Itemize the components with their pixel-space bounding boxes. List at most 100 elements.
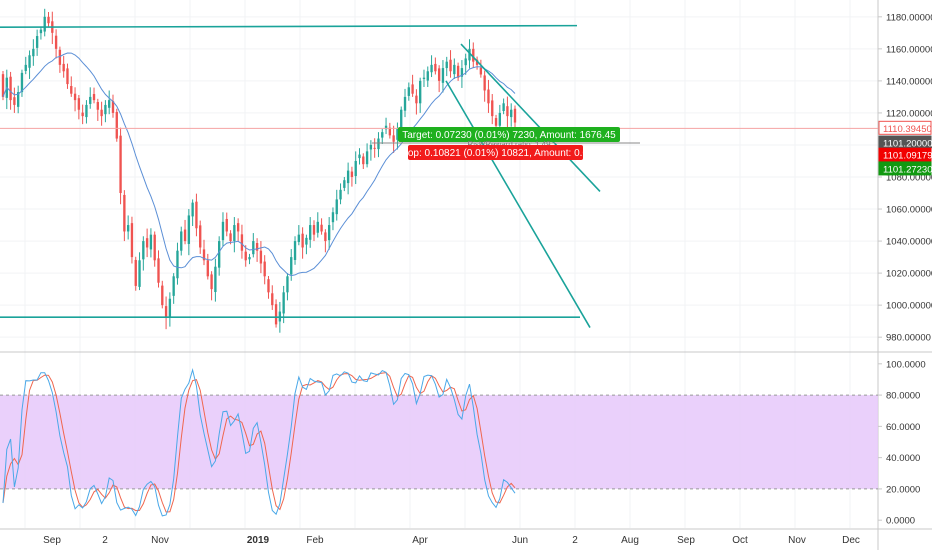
- candle[interactable]: [32, 39, 35, 66]
- candle[interactable]: [441, 60, 445, 93]
- candle[interactable]: [365, 143, 369, 168]
- candle[interactable]: [119, 127, 122, 205]
- candle[interactable]: [221, 212, 225, 247]
- candle[interactable]: [422, 69, 426, 87]
- candle[interactable]: [225, 212, 228, 237]
- candle[interactable]: [115, 108, 118, 142]
- candle[interactable]: [172, 273, 175, 304]
- candle[interactable]: [100, 101, 103, 126]
- candle[interactable]: [267, 275, 270, 299]
- candle[interactable]: [66, 63, 69, 89]
- candle[interactable]: [77, 94, 81, 120]
- candle[interactable]: [430, 55, 433, 78]
- candle[interactable]: [35, 29, 39, 56]
- candle[interactable]: [233, 217, 236, 253]
- candle[interactable]: [240, 224, 244, 259]
- candle[interactable]: [206, 253, 209, 280]
- candle[interactable]: [411, 74, 414, 97]
- candle[interactable]: [324, 229, 327, 253]
- stop-label-box[interactable]: [408, 145, 583, 160]
- candles[interactable]: [1, 8, 517, 333]
- candle[interactable]: [362, 153, 365, 169]
- candle[interactable]: [81, 104, 84, 125]
- candle[interactable]: [392, 125, 395, 153]
- moving-average-line[interactable]: [2, 52, 516, 277]
- candle[interactable]: [479, 59, 483, 78]
- candle[interactable]: [286, 273, 289, 301]
- candle[interactable]: [502, 98, 505, 115]
- candle[interactable]: [460, 60, 464, 88]
- candle[interactable]: [491, 94, 494, 125]
- target-label-box[interactable]: [398, 127, 620, 142]
- candle[interactable]: [506, 96, 509, 128]
- candle[interactable]: [236, 218, 240, 242]
- candle[interactable]: [164, 296, 168, 330]
- candle[interactable]: [248, 253, 251, 265]
- candle[interactable]: [464, 53, 467, 75]
- candle[interactable]: [449, 50, 452, 78]
- candle[interactable]: [126, 215, 130, 240]
- candle[interactable]: [301, 227, 304, 259]
- candle[interactable]: [28, 50, 31, 79]
- candle[interactable]: [354, 151, 357, 185]
- candle[interactable]: [369, 140, 373, 161]
- candle[interactable]: [384, 117, 388, 135]
- candle[interactable]: [202, 239, 206, 266]
- candle[interactable]: [498, 104, 502, 131]
- candle[interactable]: [396, 122, 399, 150]
- candle[interactable]: [218, 236, 221, 276]
- candle[interactable]: [373, 138, 376, 158]
- candle[interactable]: [39, 26, 43, 40]
- candle[interactable]: [434, 57, 437, 75]
- candle[interactable]: [47, 12, 50, 27]
- candle[interactable]: [149, 228, 153, 258]
- candle[interactable]: [335, 189, 338, 221]
- candle[interactable]: [43, 8, 46, 37]
- candle[interactable]: [104, 100, 107, 123]
- candle[interactable]: [259, 241, 263, 274]
- candle[interactable]: [320, 218, 323, 235]
- candle[interactable]: [180, 226, 183, 256]
- candle[interactable]: [510, 103, 513, 127]
- trend-line-upper[interactable]: [460, 43, 601, 192]
- candle[interactable]: [343, 177, 346, 192]
- candle[interactable]: [161, 280, 164, 309]
- candle[interactable]: [456, 62, 460, 81]
- candle[interactable]: [437, 65, 441, 93]
- candle[interactable]: [13, 87, 16, 113]
- candle[interactable]: [297, 225, 300, 246]
- candle[interactable]: [20, 69, 24, 97]
- candle[interactable]: [92, 87, 96, 104]
- trend-line-lower[interactable]: [445, 80, 591, 328]
- candle[interactable]: [445, 56, 448, 77]
- candle[interactable]: [195, 193, 198, 237]
- candle[interactable]: [312, 220, 316, 242]
- candle[interactable]: [1, 70, 5, 101]
- candle[interactable]: [85, 100, 88, 124]
- candle[interactable]: [157, 250, 160, 288]
- candle[interactable]: [199, 220, 202, 254]
- candle[interactable]: [153, 231, 156, 267]
- candle[interactable]: [407, 82, 410, 101]
- candle[interactable]: [123, 190, 126, 242]
- candle[interactable]: [176, 242, 179, 285]
- candle[interactable]: [96, 98, 99, 121]
- candle[interactable]: [73, 87, 77, 112]
- candle[interactable]: [252, 233, 255, 258]
- candle[interactable]: [54, 29, 58, 59]
- candle[interactable]: [274, 299, 278, 328]
- candle[interactable]: [472, 42, 475, 69]
- candle[interactable]: [346, 162, 350, 195]
- candle[interactable]: [419, 77, 422, 113]
- candle[interactable]: [58, 46, 62, 73]
- oscillator-axis[interactable]: 100.0000 80.0000 60.0000 40.0000 20.0000 0.00…: [878, 359, 926, 527]
- candle[interactable]: [426, 66, 429, 87]
- candle[interactable]: [210, 271, 213, 301]
- candle[interactable]: [271, 285, 274, 310]
- candle[interactable]: [9, 71, 12, 110]
- candle[interactable]: [483, 70, 486, 102]
- candle[interactable]: [487, 79, 490, 113]
- time-axis[interactable]: Sep 2 Nov 2019 Feb Apr Jun 2 Aug Sep Oct Nov Dec: [43, 535, 860, 546]
- candle[interactable]: [350, 166, 354, 187]
- candle[interactable]: [358, 148, 361, 165]
